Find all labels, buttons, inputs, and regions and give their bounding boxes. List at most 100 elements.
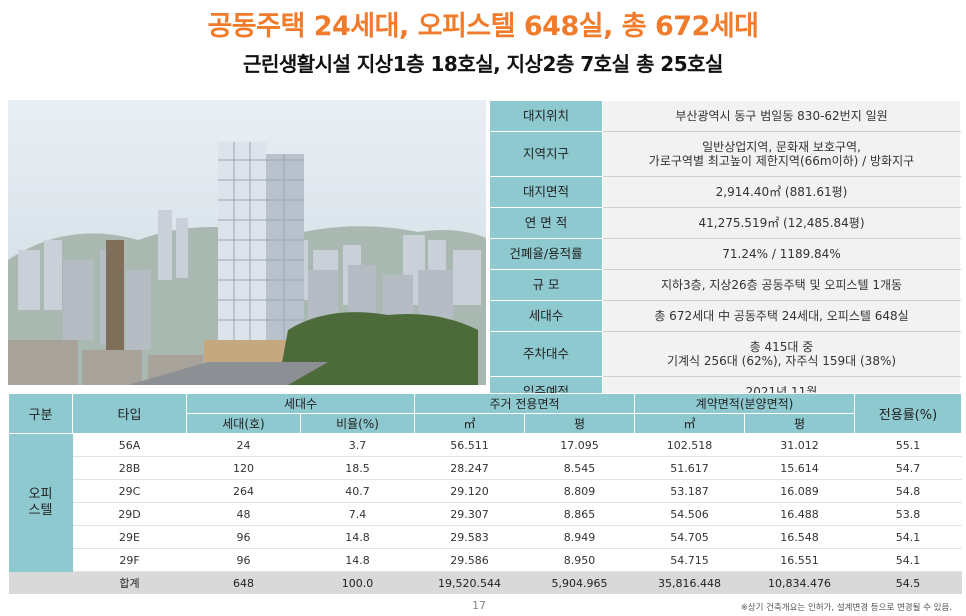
rate-cell: 54.1 [854, 525, 962, 549]
exclusive-m2-cell: 56.511 [414, 433, 525, 457]
total-rate: 54.5 [854, 571, 962, 594]
overview-label: 대지위치 [489, 100, 603, 132]
header-exclusive-area: 주거 전용면적 [414, 393, 635, 414]
contract-py-cell: 16.551 [744, 548, 855, 572]
overview-label: 건폐율/용적률 [489, 238, 603, 270]
exclusive-m2-cell: 28.247 [414, 456, 525, 480]
count-cell: 48 [186, 502, 301, 526]
unit-type-table: 구분 타입 세대수 주거 전용면적 계약면적(분양면적) 전용률(%) 세대(호… [8, 393, 962, 594]
overview-label: 규 모 [489, 269, 603, 301]
table-row: 29C 264 40.7 29.120 8.809 53.187 16.089 … [9, 479, 962, 503]
exclusive-m2-cell: 29.120 [414, 479, 525, 503]
footnote: ※상기 건축개요는 인허가, 설계변경 등으로 변경될 수 있음. [740, 603, 952, 613]
total-contract-m2: 35,816.448 [634, 571, 745, 594]
header-category: 구분 [8, 393, 73, 434]
overview-row: 세대수 총 672세대 中 공동주택 24세대, 오피스텔 648실 [489, 300, 961, 332]
header-contract-m2: ㎡ [634, 413, 745, 434]
contract-m2-cell: 54.705 [634, 525, 745, 549]
overview-value: 2,914.40㎡ (881.61평) [602, 176, 961, 208]
contract-m2-cell: 54.715 [634, 548, 745, 572]
total-exclusive-py: 5,904.965 [524, 571, 635, 594]
type-cell: 56A [72, 433, 187, 457]
ratio-cell: 40.7 [300, 479, 415, 503]
overview-value: 일반상업지역, 문화재 보호구역, 가로구역별 최고높이 제한지역(66m이하)… [602, 131, 961, 177]
exclusive-py-cell: 8.865 [524, 502, 635, 526]
contract-py-cell: 16.488 [744, 502, 855, 526]
ratio-cell: 14.8 [300, 548, 415, 572]
header-contract-area: 계약면적(분양면적) [634, 393, 855, 414]
rate-cell: 53.8 [854, 502, 962, 526]
contract-py-cell: 15.614 [744, 456, 855, 480]
overview-label: 주차대수 [489, 331, 603, 377]
ratio-cell: 18.5 [300, 456, 415, 480]
header-households: 세대수 [186, 393, 415, 414]
overview-row: 지역지구 일반상업지역, 문화재 보호구역, 가로구역별 최고높이 제한지역(6… [489, 131, 961, 177]
table-row: 28B 120 18.5 28.247 8.545 51.617 15.614 … [9, 456, 962, 480]
count-cell: 24 [186, 433, 301, 457]
category-cell: 오피 스텔 [8, 433, 73, 572]
total-label: 합계 [72, 571, 187, 594]
building-rendering-image [8, 100, 486, 385]
overview-label: 세대수 [489, 300, 603, 332]
contract-m2-cell: 53.187 [634, 479, 745, 503]
exclusive-m2-cell: 29.307 [414, 502, 525, 526]
count-cell: 120 [186, 456, 301, 480]
overview-label: 지역지구 [489, 131, 603, 177]
total-count: 648 [186, 571, 301, 594]
header-exclusive-m2: ㎡ [414, 413, 525, 434]
exclusive-py-cell: 8.545 [524, 456, 635, 480]
header-households-ratio: 비율(%) [300, 413, 415, 434]
header-exclusive-py: 평 [524, 413, 635, 434]
total-row: 합계 648 100.0 19,520.544 5,904.965 35,816… [8, 571, 962, 594]
ratio-cell: 7.4 [300, 502, 415, 526]
overview-row: 주차대수 총 415대 중 기계식 256대 (62%), 자주식 159대 (… [489, 331, 961, 377]
header-contract-py: 평 [744, 413, 855, 434]
type-cell: 28B [72, 456, 187, 480]
overview-value: 총 672세대 中 공동주택 24세대, 오피스텔 648실 [602, 300, 961, 332]
ratio-cell: 14.8 [300, 525, 415, 549]
page-subtitle: 근린생활시설 지상1층 18호실, 지상2층 7호실 총 25호실 [243, 52, 723, 76]
overview-row: 대지면적 2,914.40㎡ (881.61평) [489, 176, 961, 208]
overview-label: 연 면 적 [489, 207, 603, 239]
page-number: 17 [472, 599, 486, 612]
rate-cell: 54.1 [854, 548, 962, 572]
header-type: 타입 [72, 393, 187, 434]
overview-value: 41,275.519㎡ (12,485.84평) [602, 207, 961, 239]
exclusive-m2-cell: 29.583 [414, 525, 525, 549]
contract-m2-cell: 102.518 [634, 433, 745, 457]
overview-label: 대지면적 [489, 176, 603, 208]
overview-row: 건폐율/용적률 71.24% / 1189.84% [489, 238, 961, 270]
contract-py-cell: 16.089 [744, 479, 855, 503]
type-cell: 29E [72, 525, 187, 549]
contract-m2-cell: 51.617 [634, 456, 745, 480]
count-cell: 96 [186, 548, 301, 572]
count-cell: 96 [186, 525, 301, 549]
overview-row: 규 모 지하3층, 지상26층 공동주택 및 오피스텔 1개동 [489, 269, 961, 301]
contract-py-cell: 16.548 [744, 525, 855, 549]
header-exclusive-rate: 전용률(%) [854, 393, 962, 434]
exclusive-py-cell: 8.950 [524, 548, 635, 572]
type-cell: 29D [72, 502, 187, 526]
total-empty-cell [8, 571, 73, 594]
overview-value: 부산광역시 동구 범일동 830-62번지 일원 [602, 100, 961, 132]
count-cell: 264 [186, 479, 301, 503]
table-row: 29F 96 14.8 29.586 8.950 54.715 16.551 5… [9, 548, 962, 572]
table-row: 29E 96 14.8 29.583 8.949 54.705 16.548 5… [9, 525, 962, 549]
project-overview-table: 대지위치 부산광역시 동구 범일동 830-62번지 일원 지역지구 일반상업지… [489, 100, 961, 408]
overview-value: 총 415대 중 기계식 256대 (62%), 자주식 159대 (38%) [602, 331, 961, 377]
overview-row: 연 면 적 41,275.519㎡ (12,485.84평) [489, 207, 961, 239]
type-cell: 29F [72, 548, 187, 572]
exclusive-py-cell: 8.809 [524, 479, 635, 503]
exclusive-py-cell: 8.949 [524, 525, 635, 549]
exclusive-py-cell: 17.095 [524, 433, 635, 457]
rate-cell: 54.7 [854, 456, 962, 480]
page-title: 공동주택 24세대, 오피스텔 648실, 총 672세대 [207, 11, 759, 42]
contract-py-cell: 31.012 [744, 433, 855, 457]
rate-cell: 55.1 [854, 433, 962, 457]
overview-value: 지하3층, 지상26층 공동주택 및 오피스텔 1개동 [602, 269, 961, 301]
ratio-cell: 3.7 [300, 433, 415, 457]
total-exclusive-m2: 19,520.544 [414, 571, 525, 594]
table-row: 오피 스텔 56A 24 3.7 56.511 17.095 102.518 3… [8, 433, 962, 572]
total-contract-py: 10,834.476 [744, 571, 855, 594]
overview-value: 71.24% / 1189.84% [602, 238, 961, 270]
